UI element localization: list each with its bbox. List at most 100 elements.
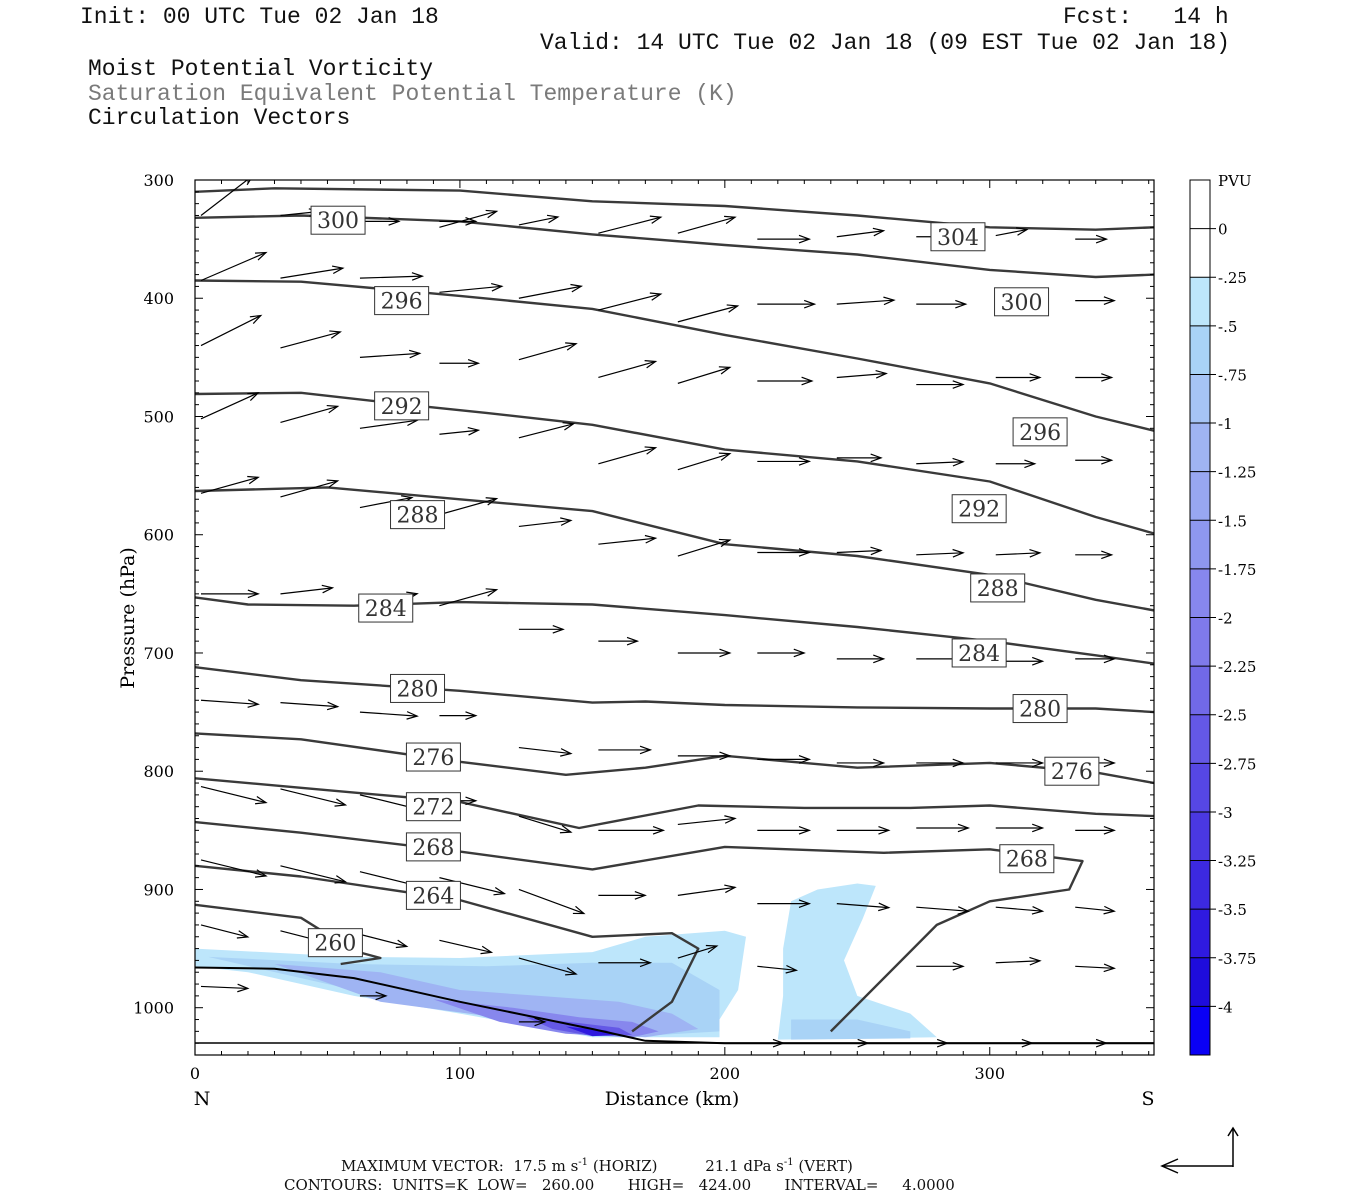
contour-label-box bbox=[374, 286, 430, 316]
vector-arrow bbox=[439, 939, 494, 955]
vector-shaft bbox=[995, 228, 1028, 237]
vector-head bbox=[334, 798, 348, 807]
colorbar-label: -3 bbox=[1218, 804, 1233, 822]
field-title-vectors: Circulation Vectors bbox=[88, 105, 351, 131]
init-time: Init: 00 UTC Tue 02 Jan 18 bbox=[80, 4, 439, 30]
vector-head bbox=[724, 815, 737, 824]
vector-head bbox=[406, 711, 419, 720]
vector-shaft bbox=[200, 251, 267, 282]
vector-head bbox=[718, 538, 732, 548]
vector-head bbox=[388, 217, 401, 226]
vector-arrow bbox=[598, 958, 653, 968]
colorbar-swatch bbox=[1190, 325, 1210, 375]
vector-arrow bbox=[280, 479, 340, 498]
vector-shaft bbox=[598, 537, 656, 545]
horiz-tag: (HORIZ) bbox=[592, 1157, 658, 1175]
vector-arrow bbox=[598, 215, 663, 234]
vert-units-exponent: -1 bbox=[783, 1157, 794, 1168]
pv-shading-layer bbox=[195, 883, 937, 1040]
vector-head bbox=[798, 826, 812, 835]
vector-shaft bbox=[677, 817, 736, 826]
contour-label-box bbox=[1012, 417, 1068, 447]
vector-shaft bbox=[836, 299, 895, 305]
contour-label-text: 284 bbox=[365, 597, 407, 622]
contour-label-box bbox=[930, 222, 986, 252]
vector-arrow bbox=[200, 983, 250, 993]
contour-296 bbox=[195, 279, 1154, 432]
contour-label: 264 bbox=[405, 880, 461, 910]
colorbar-swatch bbox=[1190, 909, 1210, 959]
vector-head bbox=[883, 296, 896, 306]
vector-head bbox=[334, 875, 348, 884]
vector-head bbox=[1029, 373, 1042, 382]
contour-label-box bbox=[951, 638, 1007, 668]
pv-region-1 bbox=[777, 883, 937, 1040]
vector-shaft bbox=[359, 933, 407, 947]
vector-arrow bbox=[836, 654, 886, 664]
y-tick-label: 600 bbox=[143, 526, 174, 545]
vector-arrow bbox=[200, 314, 263, 347]
y-axis-label: Pressure (hPa) bbox=[117, 547, 139, 689]
vector-arrow bbox=[518, 1017, 547, 1027]
vector-arrow bbox=[1075, 654, 1116, 664]
vector-shaft bbox=[1075, 965, 1115, 969]
vector-head bbox=[467, 426, 481, 436]
vector-shaft bbox=[518, 285, 582, 299]
vector-head bbox=[1101, 455, 1114, 465]
contour-label: 284 bbox=[358, 593, 414, 623]
colorbar-label: -3.5 bbox=[1218, 901, 1247, 919]
pv-colorbar: 0 -.25 -.5 -.75 -1 -1.25 -1.5 -1.75 -2 -2.25 -2.5 -… bbox=[1189, 179, 1256, 1056]
vector-head bbox=[873, 758, 886, 768]
vector-arrow bbox=[518, 214, 560, 226]
vector-arrow bbox=[280, 701, 340, 711]
vector-head bbox=[565, 342, 578, 351]
contour-label-text: 284 bbox=[958, 642, 1000, 667]
contour-292 bbox=[195, 391, 1154, 535]
vector-arrow bbox=[757, 648, 806, 658]
contour-label: 300 bbox=[310, 205, 366, 235]
theta-e-contours bbox=[195, 187, 1154, 1045]
vector-arrow bbox=[439, 358, 481, 368]
vector-head bbox=[1103, 826, 1116, 835]
vector-arrow bbox=[995, 1038, 1034, 1048]
vector-head bbox=[649, 292, 663, 301]
horiz-units: m s bbox=[551, 1157, 579, 1175]
vector-arrow bbox=[518, 517, 573, 528]
vector-arrow bbox=[995, 906, 1045, 915]
max-vector-label: MAXIMUM VECTOR: bbox=[341, 1157, 504, 1175]
contour-label-text: 276 bbox=[1051, 760, 1093, 785]
vert-value: 21.1 bbox=[705, 1157, 739, 1175]
vector-shaft bbox=[836, 549, 882, 554]
vector-arrow bbox=[757, 548, 812, 557]
vector-arrow bbox=[995, 548, 1042, 558]
vector-head bbox=[329, 330, 342, 339]
vector-shaft bbox=[280, 331, 341, 349]
vector-head bbox=[326, 479, 340, 488]
vector-arrow bbox=[598, 446, 658, 465]
colorbar-swatch bbox=[1190, 277, 1210, 327]
contour-label-text: 300 bbox=[317, 209, 359, 234]
vector-arrow bbox=[1075, 455, 1114, 465]
vector-arrow bbox=[836, 296, 896, 306]
vector-shaft bbox=[280, 267, 343, 279]
vector-head bbox=[1032, 823, 1045, 833]
vector-arrow bbox=[439, 426, 481, 436]
vector-arrow bbox=[677, 815, 737, 826]
vector-arrow bbox=[836, 758, 886, 768]
vector-arrow bbox=[280, 788, 348, 807]
vector-arrow bbox=[1075, 296, 1116, 305]
contour-280 bbox=[195, 666, 1154, 714]
colorbar-label: -4 bbox=[1218, 998, 1233, 1016]
vector-head bbox=[801, 376, 814, 386]
contour-label: 296 bbox=[374, 286, 430, 316]
vector-head bbox=[565, 967, 578, 976]
vector-arrow bbox=[518, 746, 573, 757]
vector-arrow bbox=[518, 624, 565, 634]
vector-head bbox=[936, 1038, 950, 1048]
colorbar-label: -1.75 bbox=[1218, 561, 1256, 579]
vector-arrow bbox=[916, 758, 965, 768]
vector-shaft bbox=[836, 230, 884, 238]
vector-arrow bbox=[677, 452, 732, 471]
vert-units: dPa s bbox=[743, 1157, 784, 1175]
